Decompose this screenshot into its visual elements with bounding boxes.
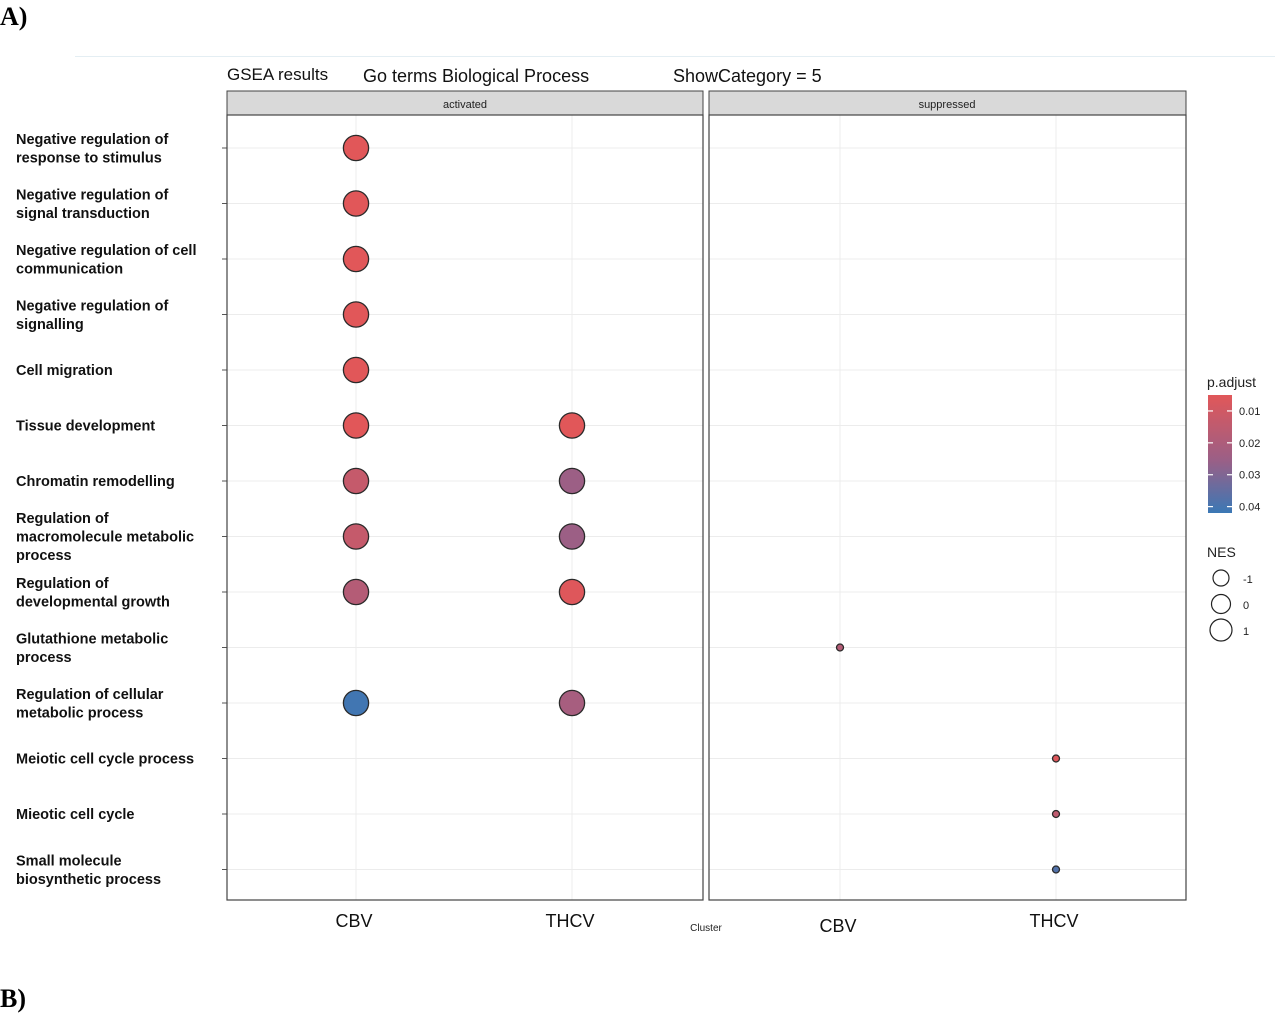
y-axis-label-line: metabolic process [16,705,143,721]
y-axis-label-line: Regulation of cellular [16,687,164,703]
y-axis-label-line: Negative regulation of [16,298,168,314]
y-axis-label-line: process [16,650,72,666]
y-axis-label-line: Tissue development [16,419,155,435]
data-point [1051,865,1061,874]
y-axis-label-line: biosynthetic process [16,872,161,888]
legend-color-tick-label: 0.04 [1239,502,1260,514]
y-axis-label: Negative regulation of response to stimul… [16,132,168,167]
y-axis-label: Mieotic cell cycle [16,807,134,823]
y-axis-label-line: Regulation of [16,511,109,527]
legend-size-key [1212,569,1230,587]
y-axis-label-line: signal transduction [16,206,150,222]
legend: p.adjust 0.01 0.02 0.03 0.04 NES -1 0 1 [1207,374,1260,642]
legend-color-tick-label: 0.02 [1239,438,1260,450]
y-axis-label-line: Negative regulation of cell [16,243,197,259]
data-point [342,467,370,495]
panel-border-activated [226,114,704,901]
data-point [558,523,586,550]
data-point [342,134,370,162]
panel-label-a: A) [0,2,28,31]
x-axis-labels: CBV THCV CBV THCV [335,911,1078,936]
data-point [342,412,370,439]
y-axis-label-line: developmental growth [16,594,170,610]
data-point [342,245,370,273]
data-point [342,190,370,217]
facet-label-activated: activated [443,99,487,111]
data-point [558,467,586,495]
data-point [342,689,370,717]
title-part-goterms: Go terms Biological Process [363,66,589,86]
legend-size-keys: -1 0 1 [1209,569,1253,642]
y-ticks [222,147,227,870]
data-point [342,356,370,384]
y-axis-label: Negative regulation of signalling [16,298,168,333]
plot-title: GSEA results Go terms Biological Process… [227,65,822,86]
y-axis-label-line: communication [16,261,123,277]
y-axis-labels: Negative regulation of response to stimul… [16,132,197,888]
data-point [558,412,586,439]
data-point [1051,809,1061,819]
facet-strip-suppressed [708,90,1187,116]
legend-size-label: 1 [1243,626,1249,638]
y-axis-label: Small molecule biosynthetic process [16,853,161,888]
data-point [342,523,370,550]
y-axis-label: Tissue development [16,419,155,435]
y-axis-label-line: response to stimulus [16,150,162,166]
y-axis-label-line: Cell migration [16,363,113,379]
y-axis-label: Negative regulation of signal transductio… [16,187,168,222]
data-point [342,578,370,606]
data-point [835,643,845,652]
y-axis-label-line: Chromatin remodelling [16,474,175,490]
legend-color-title: p.adjust [1207,374,1256,390]
divider-line [75,56,1275,57]
y-axis-label: Glutathione metabolic process [16,631,168,666]
legend-size-key [1209,618,1233,642]
panel-border-suppressed [708,114,1187,901]
y-axis-label-line: Negative regulation of [16,132,168,148]
y-axis-label: Regulation of developmental growth [16,576,170,611]
legend-size-label: -1 [1243,574,1253,586]
y-axis-label-line: Glutathione metabolic [16,631,168,647]
y-axis-label-line: Regulation of [16,576,109,592]
legend-color-tick-label: 0.03 [1239,470,1260,482]
y-axis-label: Regulation of macromolecule metabolic proc… [16,511,194,564]
data-point [558,578,586,606]
y-axis-label: Negative regulation of cell communication [16,243,197,278]
title-part-showcategory: ShowCategory = 5 [673,66,822,86]
y-axis-label-line: Negative regulation of [16,187,168,203]
y-axis-label-line: process [16,548,72,564]
panel-label-b: B) [0,984,26,1013]
y-axis-label-line: signalling [16,317,84,333]
y-axis-label-line: Small molecule [16,853,122,869]
y-axis-label-line: Mieotic cell cycle [16,807,134,823]
data-point [342,301,370,328]
y-axis-label: Cell migration [16,363,113,379]
y-axis-label: Regulation of cellular metabolic process [16,687,164,722]
title-part-gsea: GSEA results [227,65,328,84]
y-axis-label-line: macromolecule metabolic [16,530,194,546]
legend-color-bar [1208,395,1232,513]
gridlines [227,115,1186,900]
x-axis-label-cbv: CBV [335,911,372,931]
panel-suppressed [709,115,1186,900]
x-axis-label-thcv: THCV [546,911,595,931]
y-axis-label: Chromatin remodelling [16,474,175,490]
y-axis-label: Meiotic cell cycle process [16,752,194,768]
legend-size-key [1210,593,1232,615]
y-axis-label-line: Meiotic cell cycle process [16,752,194,768]
x-axis-title: Cluster [690,923,722,934]
legend-color-ticks: 0.01 0.02 0.03 0.04 [1208,406,1260,514]
facet-strip-activated [226,90,704,116]
legend-size-label: 0 [1243,600,1249,612]
legend-color-tick-label: 0.01 [1239,406,1260,418]
x-axis-label-cbv: CBV [819,916,856,936]
legend-size-title: NES [1207,544,1236,560]
data-point [558,689,586,717]
facet-label-suppressed: suppressed [919,99,976,111]
panel-activated [227,115,703,900]
x-axis-label-thcv: THCV [1030,911,1079,931]
data-point [1051,754,1061,763]
data-points [342,134,1061,874]
